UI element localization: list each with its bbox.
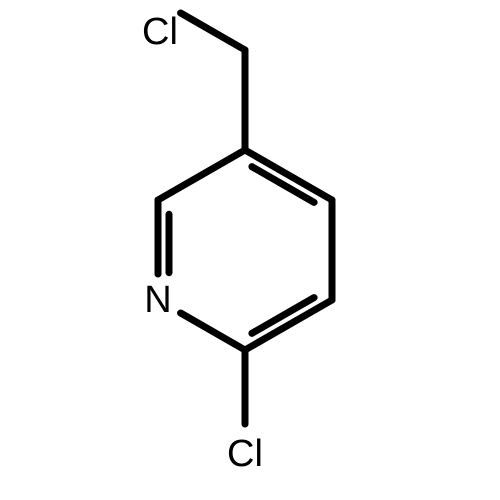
atom-label-cl: Cl <box>227 433 263 475</box>
atom-label-cl: Cl <box>142 11 178 53</box>
molecule-diagram: N Cl Cl <box>0 0 500 500</box>
atom-label-n: N <box>144 279 171 321</box>
bonds-group <box>158 13 332 424</box>
